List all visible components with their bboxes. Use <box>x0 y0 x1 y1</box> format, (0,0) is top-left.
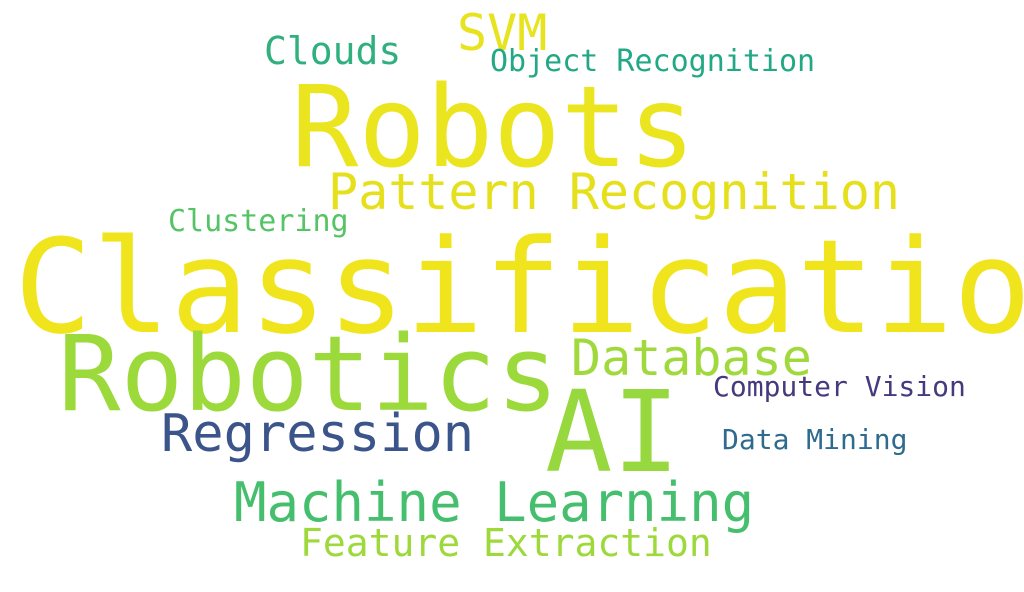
word-computer-vision: Computer Vision <box>713 370 966 403</box>
word-classification: Classification <box>14 211 1024 363</box>
word-robotics: Robotics <box>58 313 559 435</box>
word-ai: AI <box>545 368 680 498</box>
word-robots: Robots <box>291 63 696 193</box>
word-clouds: Clouds <box>264 29 402 73</box>
word-object-recognition: Object Recognition <box>490 44 816 79</box>
word-clustering: Clustering <box>168 204 349 239</box>
word-pattern-recognition: Pattern Recognition <box>328 163 900 221</box>
word-machine-learning: Machine Learning <box>234 471 755 534</box>
word-feature-extraction: Feature Extraction <box>300 521 712 565</box>
word-regression: Regression <box>161 404 475 464</box>
word-database: Database <box>571 329 812 387</box>
word-data-mining: Data Mining <box>722 423 908 456</box>
word-svm: SVM <box>457 4 548 62</box>
